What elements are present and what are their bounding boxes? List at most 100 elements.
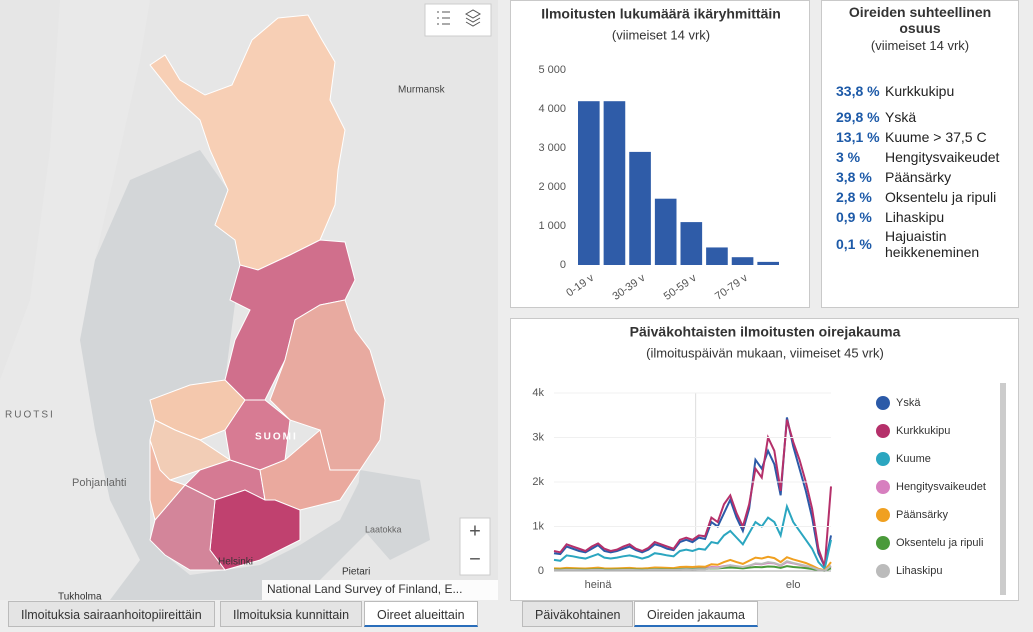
legend-label: Hengitysvaikeudet	[896, 481, 986, 493]
legend-marker	[876, 508, 890, 522]
y-tick-label: 2 000	[538, 181, 566, 193]
line-series	[553, 555, 832, 572]
bar-panel: Ilmoitusten lukumäärä ikäryhmittäin (viim…	[510, 0, 810, 308]
map-label: SUOMI	[255, 432, 298, 443]
layers-icon[interactable]	[464, 9, 482, 27]
symptom-table: 33,8 % Kurkkukipu 29,8 % Yskä 13,1 % Kuume > …	[836, 75, 1010, 261]
legend-icon[interactable]	[437, 11, 450, 25]
bar	[706, 247, 728, 265]
symptom-label: Kurkkukipu	[885, 83, 955, 99]
legend-label: Oksentelu ja ripuli	[896, 537, 983, 549]
symptom-panel: Oireiden suhteellinen osuus (viimeiset 1…	[821, 0, 1019, 308]
symptom-row: 0,1 % Hajuaistin heikkeneminen	[836, 227, 1010, 261]
zoom-box	[459, 517, 491, 576]
legend-marker	[876, 452, 890, 466]
bar	[629, 151, 651, 265]
symptom-share: 2,8 %	[836, 189, 872, 205]
tab[interactable]: Ilmoituksia sairaanhoitopiireittäin	[8, 601, 215, 627]
map-label: Laatokka	[365, 524, 402, 534]
x-tick-label: 0-19 v	[564, 272, 596, 300]
bar	[603, 101, 626, 265]
symptom-label: Päänsärky	[885, 169, 952, 185]
x-tick-label: 50-59 v	[662, 272, 699, 303]
symptom-share: 29,8 %	[836, 109, 880, 125]
symptom-share: 33,8 %	[836, 83, 880, 99]
legend-label: Päänsärky	[896, 509, 948, 521]
legend-marker	[876, 564, 890, 578]
sea	[80, 150, 380, 600]
y-tick-label: 1k	[532, 520, 544, 532]
legend-label: Yskä	[896, 397, 921, 409]
y-tick-label: 3k	[532, 431, 544, 443]
symptom-share: 0,1 %	[836, 236, 872, 252]
line-series	[553, 503, 832, 571]
y-tick-label: 4 000	[538, 103, 566, 115]
map-label: Tukholma	[58, 592, 102, 600]
region[interactable]	[149, 439, 186, 522]
legend-marker	[876, 396, 890, 410]
symptom-subtitle: (viimeiset 14 vrk)	[870, 38, 970, 53]
bar	[680, 222, 703, 265]
x-tick-label: elo	[786, 579, 801, 591]
attribution: National Land Survey of Finland, E...	[267, 582, 462, 596]
symptom-share: 3,8 %	[836, 169, 872, 185]
y-tick-label: 3 000	[538, 142, 566, 154]
symptom-label: Kuume > 37,5 C	[885, 129, 987, 145]
chart-title: Päiväkohtaisten ilmoitusten oirejakauma	[630, 324, 901, 340]
lake	[355, 470, 430, 560]
line-series	[553, 560, 832, 572]
bar	[654, 198, 677, 265]
chart-subtitle: (ilmoituspäivän mukaan, viimeiset 45 vrk…	[646, 345, 884, 360]
region[interactable]	[149, 484, 226, 571]
symptom-label: Oksentelu ja ripuli	[885, 189, 997, 205]
line-chart: Päiväkohtaisten ilmoitusten oirejakauma (…	[532, 324, 1006, 595]
bar	[578, 101, 600, 265]
x-tick-label: heinä	[585, 579, 613, 591]
symptom-title: Oireiden suhteellinen osuus	[848, 4, 992, 36]
map-label: Pietari	[342, 567, 370, 578]
line-series	[553, 419, 832, 567]
x-tick-label: 30-39 v	[611, 272, 648, 303]
land	[0, 0, 150, 600]
zoom-out[interactable]: −	[469, 548, 481, 570]
legend-marker	[876, 424, 890, 438]
legend-marker	[876, 536, 890, 550]
y-tick-label: 4k	[532, 387, 544, 399]
attribution-bg	[262, 580, 498, 600]
map-tools[interactable]	[424, 3, 492, 37]
y-tick-label: 0	[560, 259, 566, 271]
legend-label: Lihaskipu	[896, 565, 942, 577]
bar	[731, 257, 754, 265]
symptom-row: 0,9 % Lihaskipu	[836, 207, 1010, 227]
y-tick-label: 5 000	[538, 64, 566, 76]
symptom-row: 3 % Hengitysvaikeudet	[836, 147, 1010, 167]
zoom-in[interactable]: +	[469, 520, 481, 542]
map-label: Pohjanlahti	[72, 477, 126, 489]
symptom-row: 29,8 % Yskä	[836, 107, 1010, 127]
map-label: Murmansk	[398, 85, 446, 96]
region[interactable]	[149, 14, 346, 271]
legend-label: Kurkkukipu	[896, 425, 950, 437]
symptom-label: Yskä	[885, 109, 917, 125]
tab[interactable]: Oireet alueittain	[364, 601, 478, 627]
legend-marker	[876, 480, 890, 494]
y-tick-label: 0	[538, 565, 544, 577]
legend-label: Kuume	[896, 453, 931, 465]
line-panel: Päiväkohtaisten ilmoitusten oirejakauma (…	[510, 318, 1019, 601]
y-tick-label: 1 000	[538, 220, 566, 232]
map-label: RUOTSI	[5, 410, 55, 421]
map[interactable]: Murmansk RUOTSI Pohjanlahti SUOMI Helsin…	[0, 0, 498, 600]
symptom-row: 3,8 % Päänsärky	[836, 167, 1010, 187]
tab[interactable]: Ilmoituksia kunnittain	[220, 601, 363, 627]
symptom-label: Hengitysvaikeudet	[885, 149, 1000, 165]
x-tick-label: 70-79 v	[713, 272, 750, 303]
symptom-share: 0,9 %	[836, 209, 872, 225]
y-tick-label: 2k	[532, 476, 544, 488]
symptom-row: 13,1 % Kuume > 37,5 C	[836, 127, 1010, 147]
tab[interactable]: Oireiden jakauma	[634, 601, 758, 627]
chart-subtitle: (viimeiset 14 vrk)	[612, 27, 710, 42]
bar	[757, 261, 779, 265]
symptom-row: 33,8 % Kurkkukipu	[836, 75, 1010, 107]
tab[interactable]: Päiväkohtainen	[522, 601, 634, 627]
